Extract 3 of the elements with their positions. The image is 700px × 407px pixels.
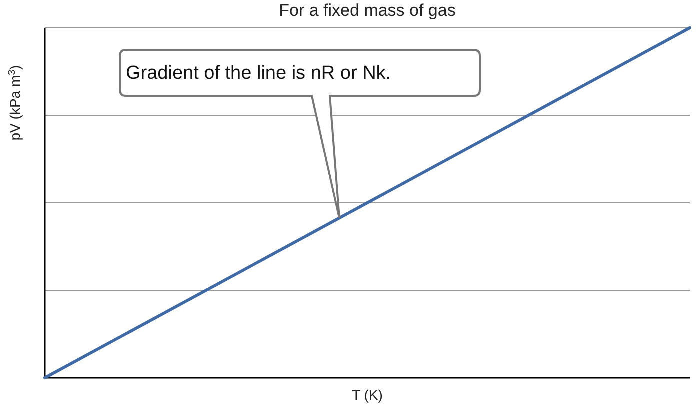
x-axis-title: T (K) <box>352 387 383 403</box>
chart-title: For a fixed mass of gas <box>279 1 456 20</box>
annotation: Gradient of the line is nR or Nk. <box>126 63 392 84</box>
